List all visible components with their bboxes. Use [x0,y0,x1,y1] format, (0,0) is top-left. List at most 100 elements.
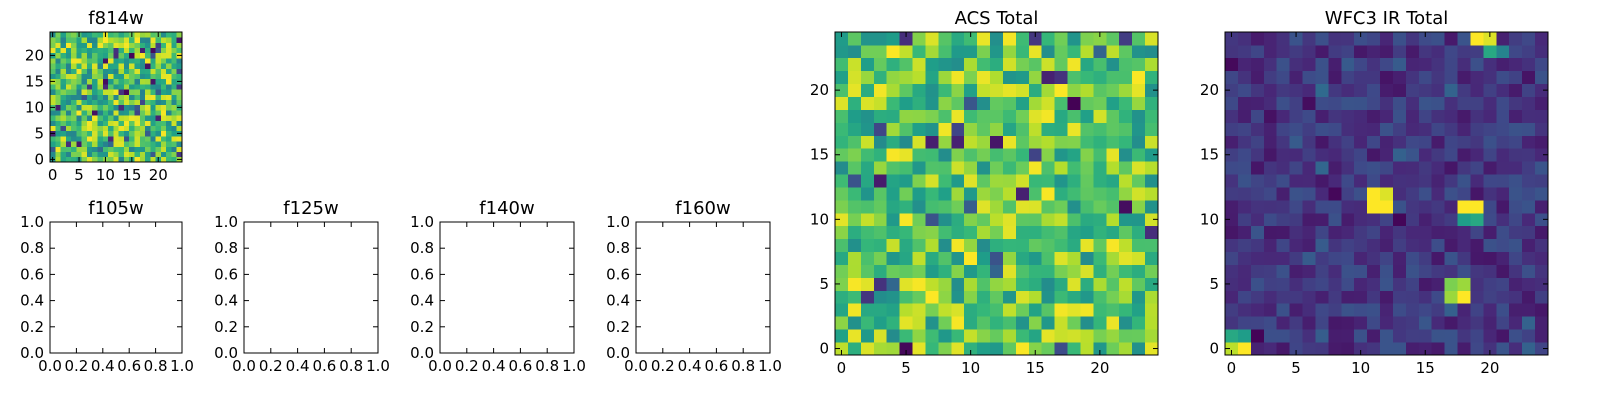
heatmap-cell [81,52,88,59]
heatmap-cell [118,52,125,59]
heatmap-cell [990,83,1004,97]
heatmap-cell [1145,96,1159,110]
heatmap-cell [1380,238,1394,253]
heatmap-cell [81,99,88,106]
heatmap-cell [990,238,1004,253]
panel-title: f160w [675,198,730,219]
heatmap-cell [118,68,125,74]
heatmap-cell [1289,44,1303,59]
heatmap-cell [1509,329,1523,343]
heatmap-cell [847,135,862,149]
heatmap-cell [860,187,875,201]
heatmap-cell [76,73,83,80]
heatmap-cell [1535,32,1549,46]
heatmap-cell [1341,135,1355,149]
heatmap-cell [1367,32,1381,46]
heatmap-cell [55,156,61,163]
heatmap-cell [1535,264,1549,278]
heatmap-cell [171,73,178,80]
heatmap-cell [92,63,98,69]
heatmap-cell [1367,264,1381,278]
heatmap-cell [1225,290,1239,304]
heatmap-cell [108,68,114,74]
heatmap-cell [1302,290,1316,304]
heatmap-cell [50,68,56,74]
heatmap-cell [55,58,61,64]
heatmap-cell [1093,329,1107,343]
heatmap-cell [1457,148,1471,162]
heatmap-cell [912,109,926,123]
heatmap-cell [176,141,183,147]
heatmap-cell [1405,212,1420,227]
heatmap-cell [1444,316,1458,330]
heatmap-cell [912,342,926,356]
heatmap-cell [1002,57,1017,72]
heatmap-cell [860,329,875,343]
heatmap-cell [139,146,146,152]
heatmap-cell [1470,57,1484,72]
heatmap-cell [155,73,162,80]
heatmap-cell [1302,238,1316,253]
heatmap-cell [76,94,83,100]
heatmap-cell [129,104,135,111]
heatmap-cell [1028,199,1043,214]
heatmap-cell [176,73,183,80]
heatmap-cell [1289,83,1303,97]
heatmap-cell [925,83,939,97]
heatmap-cell [1380,187,1394,201]
heatmap-cell [1237,187,1252,201]
heatmap-cell [1067,122,1081,136]
heatmap-cell [1015,342,1030,356]
heatmap-cell [925,199,939,214]
heatmap-cell [1444,199,1458,214]
heatmap-cell [886,212,900,227]
heatmap-cell [912,161,926,175]
heatmap-cell [166,104,172,111]
heatmap-cell [118,156,125,163]
heatmap-cell [990,70,1004,85]
heatmap-cell [990,122,1004,136]
heatmap-cell [129,89,135,95]
heatmap-cell [1431,264,1446,278]
heatmap-cell [873,329,888,343]
heatmap-cell [1225,44,1239,59]
heatmap-cell [1054,96,1068,110]
heatmap-cell [1054,83,1068,97]
heatmap-cell [847,187,862,201]
heatmap-cell [1054,199,1068,214]
x-tick-label: 0.0 [624,357,648,375]
heatmap-cell [97,120,104,126]
heatmap-cell [1250,57,1265,72]
heatmap-cell [925,161,939,175]
heatmap-cell [847,329,862,343]
heatmap-cell [1457,238,1471,253]
heatmap-cell [1145,316,1159,330]
heatmap-cell [925,342,939,356]
heatmap-cell [990,187,1004,201]
heatmap-cell [873,135,888,149]
heatmap-cell [873,238,888,253]
heatmap-cell [1119,44,1133,59]
heatmap-cell [81,94,88,100]
heatmap-cell [71,136,77,142]
heatmap-cell [886,316,900,330]
heatmap-cell [166,73,172,80]
heatmap-cell [860,57,875,72]
axes-frame [439,221,575,354]
heatmap-cell [139,78,146,85]
heatmap-cell [1054,329,1068,343]
heatmap-cell [1119,264,1133,278]
heatmap-cell [145,99,151,106]
heatmap-cell [1106,225,1120,240]
heatmap-cell [1080,277,1094,291]
heatmap-cell [60,156,67,163]
heatmap-cell [65,58,72,64]
heatmap-cell [160,89,167,95]
heatmap-cell [1106,57,1120,72]
heatmap-cell [847,148,862,162]
heatmap-cell [1080,135,1094,149]
heatmap-cell [1263,32,1278,46]
heatmap-cell [81,73,88,80]
heatmap-cell [1496,44,1510,59]
